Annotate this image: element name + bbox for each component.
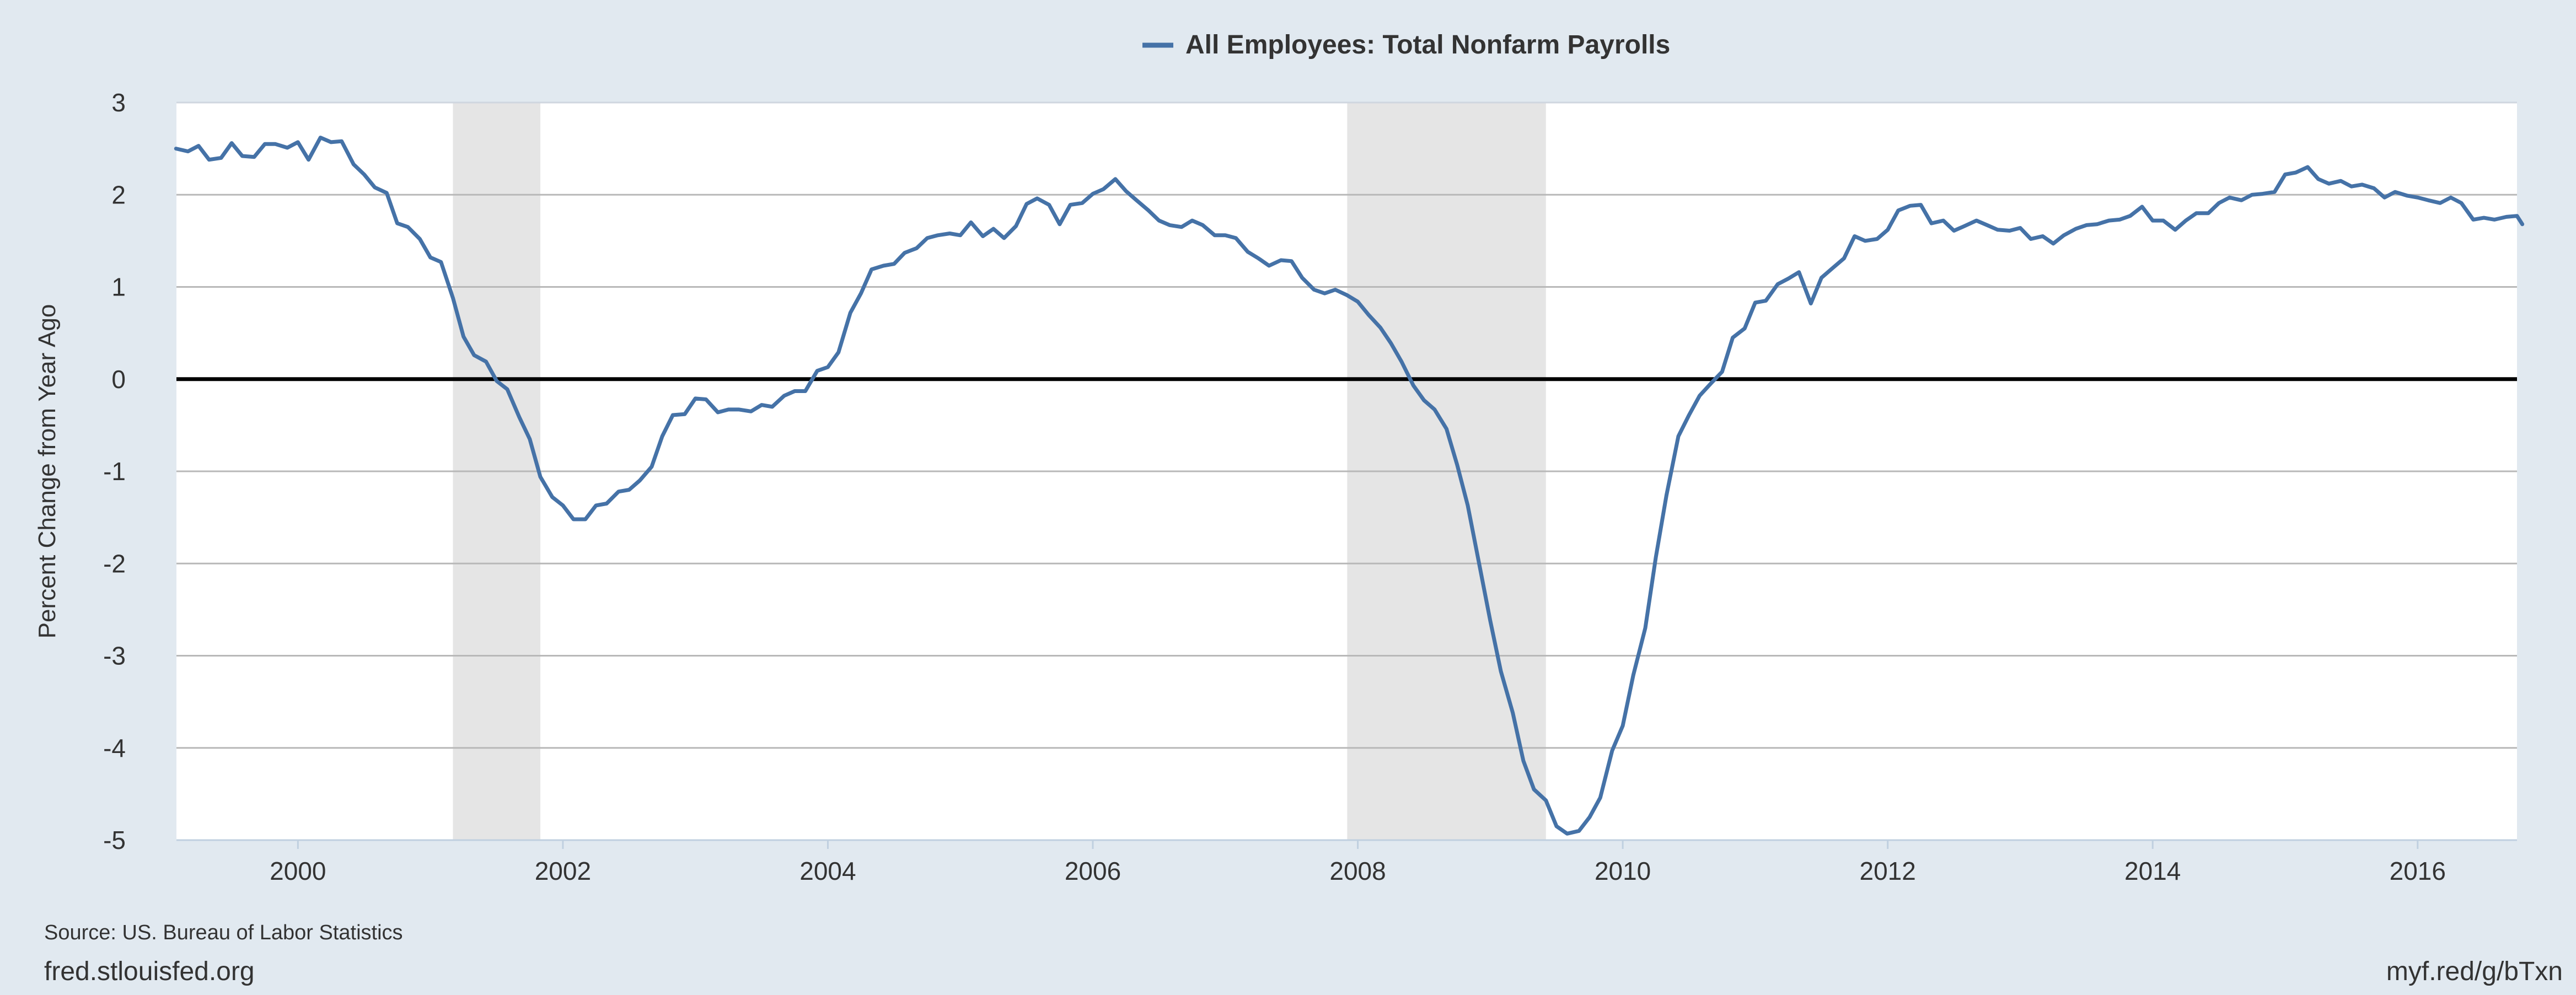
y-tick-label: -5 <box>103 826 126 854</box>
y-tick-label: -2 <box>103 549 126 578</box>
short-link[interactable]: myf.red/g/bTxn <box>2386 957 2563 986</box>
gridlines <box>176 101 2517 841</box>
x-tick-label: 2008 <box>1329 857 1386 885</box>
x-tick-label: 2006 <box>1065 857 1121 885</box>
series-line-nonfarm-payrolls[interactable] <box>174 136 2525 836</box>
legend-label: All Employees: Total Nonfarm Payrolls <box>1185 30 1670 60</box>
y-tick-label: -4 <box>103 734 126 762</box>
y-tick-label: 1 <box>111 273 126 302</box>
x-tick-label: 2010 <box>1595 857 1651 885</box>
x-tick-label: 2002 <box>535 857 591 885</box>
series-group <box>174 136 2525 836</box>
y-tick-label: 0 <box>111 365 126 394</box>
y-axis-title: Percent Change from Year Ago <box>34 304 61 639</box>
legend[interactable]: All Employees: Total Nonfarm Payrolls <box>1142 30 1670 60</box>
y-tick-label: -1 <box>103 457 126 486</box>
y-tick-label: 3 <box>111 88 126 117</box>
y-axis-ticks: 3 2 1 0 -1 -2 -3 -4 -5 <box>103 88 126 854</box>
source-note: Source: US. Bureau of Labor Statistics <box>44 921 403 944</box>
x-tick-label: 2004 <box>799 857 856 885</box>
x-tick-label: 2000 <box>270 857 326 885</box>
x-tick-label: 2014 <box>2124 857 2181 885</box>
y-tick-label: -3 <box>103 642 126 670</box>
x-tick-label: 2012 <box>1860 857 1916 885</box>
y-tick-label: 2 <box>111 180 126 209</box>
x-tick-label: 2016 <box>2390 857 2446 885</box>
x-axis-ticks: 2000 2002 2004 2006 2008 2010 2012 2014 2016 <box>270 840 2446 885</box>
fred-site-link[interactable]: fred.stlouisfed.org <box>44 957 255 986</box>
